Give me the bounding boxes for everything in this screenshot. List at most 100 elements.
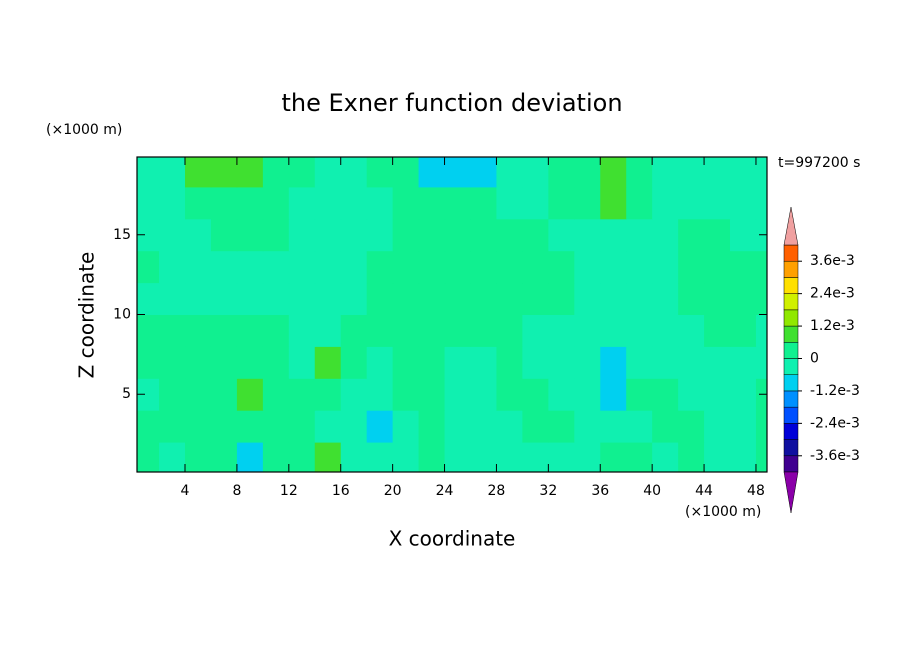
contour-cell: [678, 157, 705, 188]
contour-cell: [574, 282, 601, 315]
contour-cell: [159, 186, 186, 220]
contour-cell: [210, 218, 238, 252]
contour-cell: [314, 346, 342, 379]
contour-cell: [210, 378, 238, 411]
contour-cell: [600, 314, 627, 347]
contour-cell: [418, 282, 446, 315]
contour-cell: [314, 218, 342, 252]
y-tick-label: 10: [113, 307, 131, 323]
x-tick-label: 20: [384, 483, 402, 499]
contour-cell: [262, 282, 290, 315]
contour-cell: [210, 250, 238, 284]
contour-cell: [522, 378, 549, 411]
colorbar-tick-label: -3.6e-3: [810, 448, 860, 464]
contour-cell: [236, 282, 264, 315]
x-tick-label: 4: [181, 483, 190, 499]
contour-cell: [548, 346, 575, 379]
contour-cell: [288, 314, 316, 347]
contour-cell: [626, 157, 653, 188]
contour-cell: [340, 282, 368, 315]
x-tick-label: 44: [695, 483, 713, 499]
contour-cell: [444, 442, 471, 472]
contour-cell: [314, 410, 342, 443]
contour-cell: [288, 442, 316, 472]
contour-cell: [366, 410, 394, 443]
contour-cell: [600, 250, 627, 284]
contour-cell: [210, 157, 238, 188]
contour-cell: [418, 314, 446, 347]
contour-cell: [626, 346, 653, 379]
colorbar-box: [783, 455, 799, 473]
contour-cell: [262, 186, 290, 220]
contour-cell: [548, 410, 575, 443]
contour-cell: [548, 314, 575, 347]
y-tick-label: 15: [113, 227, 131, 243]
colorbar-box: [783, 374, 799, 392]
y-axis-label: Z coordinate: [75, 252, 99, 379]
contour-cell: [522, 410, 549, 443]
x-tick-label: 8: [232, 483, 241, 499]
contour-cell: [366, 218, 394, 252]
contour-cell: [548, 186, 575, 220]
contour-cell: [626, 282, 653, 315]
contour-cell: [522, 250, 549, 284]
contour-cell: [755, 282, 767, 315]
contour-cell: [185, 346, 212, 379]
contour-cell: [470, 442, 497, 472]
contour-cell: [262, 346, 290, 379]
contour-cell: [210, 314, 238, 347]
contour-cell: [236, 410, 264, 443]
contour-cell: [678, 218, 705, 252]
colorbar-box: [783, 293, 799, 311]
contour-cell: [262, 250, 290, 284]
contour-cell: [366, 186, 394, 220]
contour-cell: [470, 157, 497, 188]
contour-cell: [314, 250, 342, 284]
colorbar-box: [783, 390, 799, 408]
contour-cell: [600, 282, 627, 315]
colorbar-box: [783, 406, 799, 424]
contour-cell: [574, 186, 601, 220]
contour-field: [137, 157, 767, 472]
contour-cell: [574, 157, 601, 188]
contour-cell: [574, 442, 601, 472]
contour-cell: [236, 378, 264, 411]
contour-cell: [159, 378, 186, 411]
contour-cell: [678, 410, 705, 443]
contour-cell: [392, 250, 420, 284]
contour-cell: [366, 282, 394, 315]
contour-cell: [652, 410, 679, 443]
contour-cell: [704, 442, 731, 472]
contour-cell: [314, 314, 342, 347]
contour-cell: [626, 250, 653, 284]
contour-cell: [704, 250, 731, 284]
contour-cell: [262, 442, 290, 472]
x-tick-label: 16: [332, 483, 350, 499]
contour-cell: [137, 218, 160, 252]
contour-cell: [496, 378, 523, 411]
contour-cell: [652, 378, 679, 411]
contour-cell: [262, 314, 290, 347]
colorbar-box: [783, 423, 799, 440]
contour-cell: [444, 410, 471, 443]
contour-cell: [288, 218, 316, 252]
contour-cell: [288, 250, 316, 284]
contour-cell: [418, 250, 446, 284]
contour-cell: [626, 314, 653, 347]
contour-cell: [470, 410, 497, 443]
colorbar-under: [783, 471, 799, 514]
contour-cell: [755, 157, 767, 188]
x-tick-label: 12: [280, 483, 298, 499]
contour-cell: [470, 378, 497, 411]
contour-cell: [210, 410, 238, 443]
contour-cell: [288, 378, 316, 411]
contour-cell: [340, 157, 368, 188]
contour-cell: [340, 250, 368, 284]
contour-cell: [185, 250, 212, 284]
contour-cell: [704, 314, 731, 347]
contour-cell: [496, 186, 523, 220]
contour-cell: [678, 186, 705, 220]
contour-cell: [137, 442, 160, 472]
contour-cell: [159, 282, 186, 315]
